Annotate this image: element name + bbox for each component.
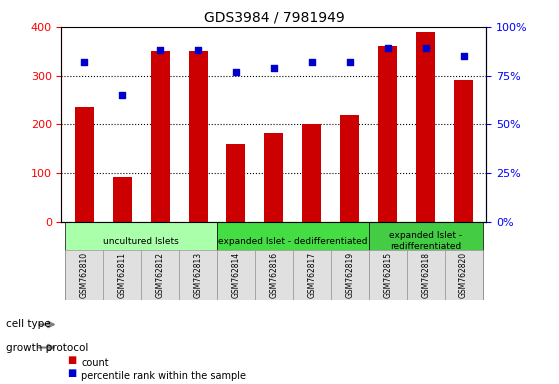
Point (118, 92, 127, 98)
Point (231, 69, 240, 75)
Text: expanded Islet - dedifferentiated: expanded Islet - dedifferentiated (218, 237, 368, 246)
FancyBboxPatch shape (331, 250, 369, 300)
Point (80, 59, 89, 65)
Text: percentile rank within the sample: percentile rank within the sample (81, 371, 246, 381)
FancyBboxPatch shape (255, 250, 293, 300)
FancyBboxPatch shape (369, 261, 482, 300)
Text: GSM762820: GSM762820 (459, 252, 468, 298)
Text: GSM762819: GSM762819 (345, 252, 354, 298)
Text: GSM762815: GSM762815 (383, 252, 392, 298)
Text: GSM762814: GSM762814 (231, 252, 240, 298)
Text: GSM762816: GSM762816 (269, 252, 278, 298)
Point (269, 65, 278, 71)
Bar (75, 107, 94, 222)
Bar (454, 80, 473, 222)
FancyBboxPatch shape (217, 250, 255, 300)
Point (307, 59, 316, 65)
Bar (226, 144, 245, 222)
FancyBboxPatch shape (293, 250, 331, 300)
Text: expanded Islet -
redifferentiated: expanded Islet - redifferentiated (389, 232, 462, 251)
Bar (416, 32, 435, 222)
Text: uncultured Islets: uncultured Islets (103, 237, 179, 246)
Text: GSM762818: GSM762818 (421, 252, 430, 298)
Text: GSM762812: GSM762812 (155, 252, 164, 298)
Point (421, 45, 430, 51)
FancyBboxPatch shape (369, 250, 407, 300)
Text: growth protocol: growth protocol (6, 343, 88, 353)
Point (383, 45, 392, 51)
Bar (150, 51, 169, 222)
Bar (340, 116, 359, 222)
Bar (113, 177, 132, 222)
FancyBboxPatch shape (179, 250, 217, 300)
FancyBboxPatch shape (369, 222, 482, 261)
Text: untreated: untreated (271, 276, 315, 285)
Text: redifferentiation cocktail: redifferentiation cocktail (369, 276, 481, 285)
Text: GSM762810: GSM762810 (80, 252, 89, 298)
Bar (378, 46, 397, 222)
FancyBboxPatch shape (65, 250, 103, 300)
FancyBboxPatch shape (444, 250, 482, 300)
Point (193, 47, 202, 53)
FancyBboxPatch shape (141, 250, 179, 300)
Title: GDS3984 / 7981949: GDS3984 / 7981949 (203, 10, 344, 24)
FancyBboxPatch shape (217, 261, 369, 300)
Text: ■: ■ (67, 355, 77, 365)
Bar (302, 124, 321, 222)
FancyBboxPatch shape (103, 250, 141, 300)
Text: na: na (135, 276, 147, 285)
FancyBboxPatch shape (65, 261, 217, 300)
Text: count: count (81, 358, 108, 368)
Text: cell type: cell type (6, 319, 50, 329)
Text: ■: ■ (67, 368, 77, 378)
Point (345, 59, 354, 65)
FancyBboxPatch shape (407, 250, 444, 300)
Point (459, 53, 468, 59)
Point (155, 47, 164, 53)
FancyBboxPatch shape (65, 222, 217, 261)
FancyBboxPatch shape (217, 222, 369, 261)
Bar (264, 132, 283, 222)
Bar (188, 51, 207, 222)
Text: GSM762813: GSM762813 (193, 252, 202, 298)
Text: GSM762817: GSM762817 (307, 252, 316, 298)
Text: GSM762811: GSM762811 (118, 252, 127, 298)
